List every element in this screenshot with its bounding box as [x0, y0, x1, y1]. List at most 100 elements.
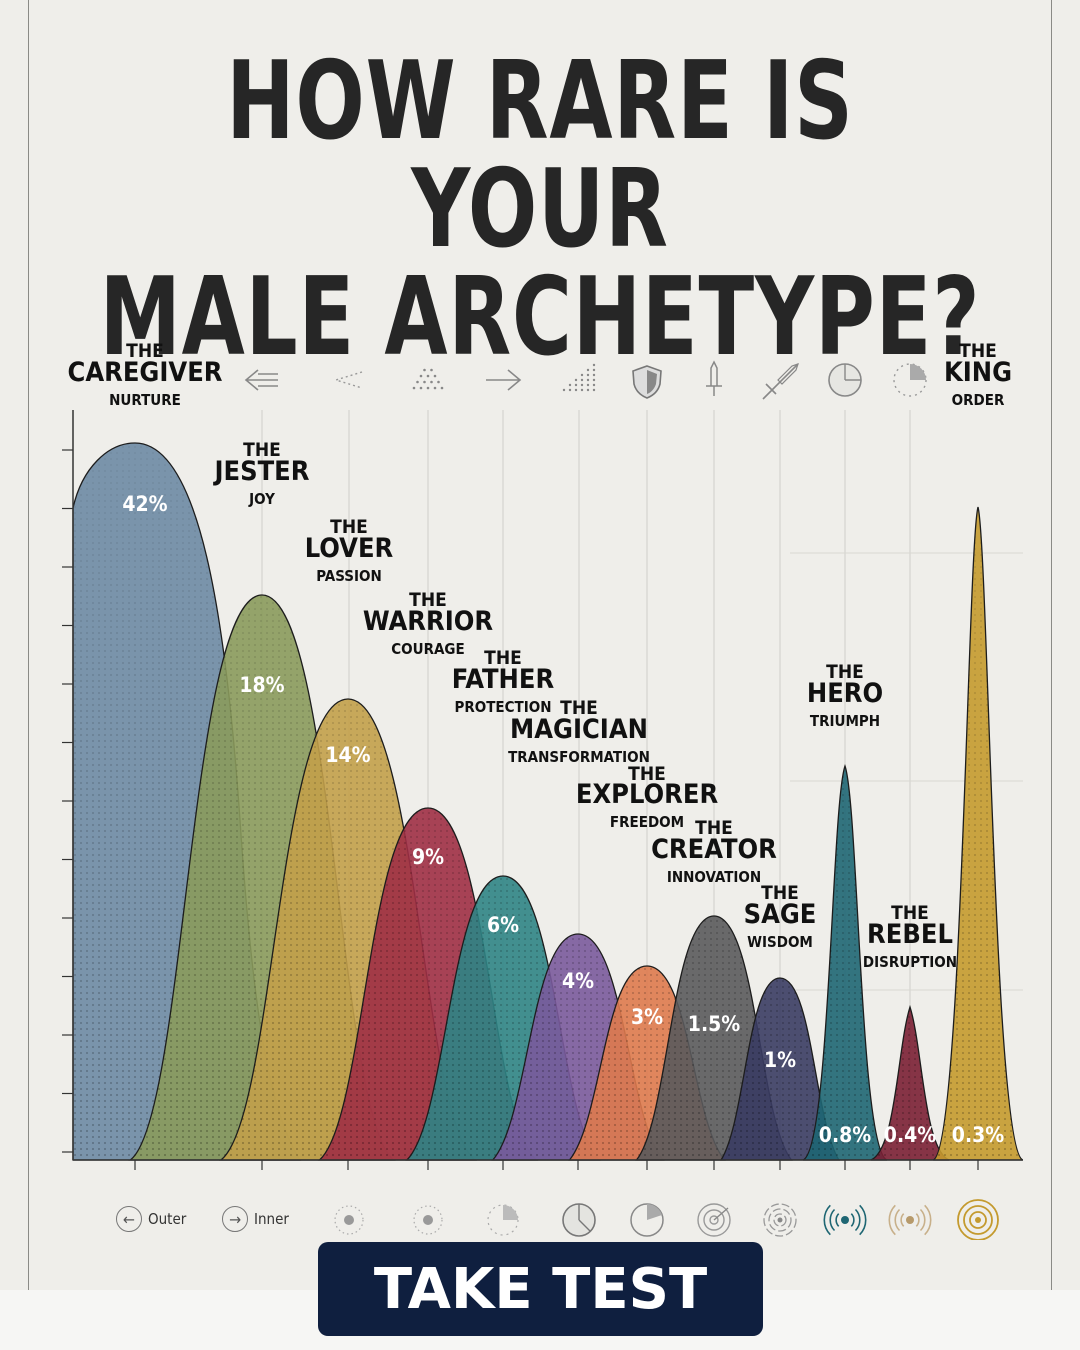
- ring: [703, 1209, 725, 1231]
- ring: [957, 1199, 999, 1240]
- curve-dots: [803, 766, 887, 1160]
- dot: [426, 386, 430, 390]
- arrow-right-circle-icon: →: [222, 1206, 248, 1232]
- dot: [592, 378, 596, 382]
- dot: [586, 368, 590, 372]
- archetype-name: CREATOR: [651, 834, 777, 865]
- legend-inner-label: Inner: [254, 1210, 289, 1228]
- archetype-trait: TRANSFORMATION: [508, 748, 650, 766]
- legend-outer-label: Outer: [148, 1210, 187, 1228]
- wave: [850, 1213, 855, 1227]
- curve-hero: [802, 763, 888, 1161]
- archetype-the: THE: [959, 340, 997, 362]
- chevron-dots-icon: [333, 371, 363, 389]
- ring: [413, 1205, 443, 1235]
- dot: [580, 388, 584, 392]
- archetype-trait: NURTURE: [109, 391, 181, 409]
- archetype-trait: FREEDOM: [610, 813, 684, 831]
- wave: [915, 1213, 920, 1227]
- pie-lines: [844, 364, 861, 381]
- data-label-lover: 14%: [325, 743, 370, 767]
- dot: [419, 374, 423, 378]
- data-label-father: 6%: [487, 913, 519, 937]
- shield-half: [647, 370, 657, 394]
- ring: [963, 1205, 993, 1235]
- take-test-button[interactable]: TAKE TEST: [318, 1242, 763, 1336]
- arrow: [713, 1207, 729, 1221]
- dot: [574, 388, 578, 392]
- pie-slice-icon: [630, 1203, 664, 1237]
- curve-dots: [933, 507, 1023, 1160]
- dotted-circle-icon: [334, 1205, 364, 1235]
- shield-icon: [632, 365, 662, 399]
- dot: [412, 386, 416, 390]
- archetype-name: KING: [944, 357, 1012, 388]
- dot: [568, 388, 572, 392]
- ring: [334, 1205, 364, 1235]
- archetype-trait: COURAGE: [391, 640, 464, 658]
- curve-dots: [721, 978, 839, 1160]
- signal-waves-icon: [823, 1204, 867, 1236]
- core: [777, 1217, 783, 1223]
- data-label-jester: 18%: [239, 673, 284, 697]
- dot: [592, 388, 596, 392]
- wave: [894, 1208, 901, 1232]
- core: [975, 1217, 981, 1223]
- wedge: [503, 1205, 518, 1220]
- sword-blade: [777, 363, 799, 385]
- archetype-the: THE: [826, 661, 864, 683]
- wave: [835, 1213, 840, 1227]
- archetype-the: THE: [409, 589, 447, 611]
- wave: [829, 1208, 836, 1232]
- title-line-2: MALE ARCHETYPE?: [99, 255, 981, 380]
- dot: [430, 380, 433, 384]
- data-label-hero: 0.8%: [819, 1123, 871, 1147]
- page-title: HOW RARE IS YOUR MALE ARCHETYPE?: [86, 48, 993, 372]
- archetype-name: CAREGIVER: [68, 357, 223, 388]
- dot: [580, 378, 584, 382]
- archetype-trait: TRIUMPH: [810, 712, 880, 730]
- ring: [709, 1215, 719, 1225]
- core: [906, 1216, 914, 1224]
- core: [344, 1215, 354, 1225]
- wave: [900, 1213, 905, 1227]
- dot: [592, 383, 596, 387]
- archetype-the: THE: [560, 697, 598, 719]
- wave: [924, 1204, 932, 1236]
- archetype-the: THE: [484, 647, 522, 669]
- dagger-icon: [706, 360, 722, 396]
- wave: [854, 1208, 861, 1232]
- frame-left-line: [28, 0, 29, 1290]
- chevron-shape: [333, 371, 363, 389]
- dotted-circle-icon: [413, 1205, 443, 1235]
- core: [423, 1215, 433, 1225]
- wave: [888, 1204, 896, 1236]
- dot: [433, 386, 437, 390]
- spiral-icon: [763, 1203, 797, 1237]
- dagger-shape: [706, 360, 722, 396]
- archetype-the: THE: [695, 817, 733, 839]
- title-line-1: HOW RARE IS YOUR: [226, 39, 854, 272]
- archetype-trait: PROTECTION: [454, 698, 551, 716]
- pie-wedge: [910, 364, 926, 380]
- ring: [773, 1213, 787, 1227]
- data-label-explorer: 3%: [631, 1005, 663, 1029]
- dot: [433, 374, 437, 378]
- archetype-trait: JOY: [248, 490, 275, 508]
- data-label-king: 0.3%: [952, 1123, 1004, 1147]
- archetype-the: THE: [891, 902, 929, 924]
- data-label-rebel: 0.4%: [884, 1123, 936, 1147]
- dot: [416, 380, 419, 384]
- archetype-the: THE: [761, 882, 799, 904]
- ring: [697, 1203, 731, 1237]
- archetype-name: REBEL: [867, 919, 953, 950]
- archetype-name: MAGICIAN: [510, 714, 648, 745]
- signal-waves-icon: [888, 1204, 932, 1236]
- arrow-left-circle-icon: ←: [116, 1206, 142, 1232]
- data-label-sage: 1%: [764, 1048, 796, 1072]
